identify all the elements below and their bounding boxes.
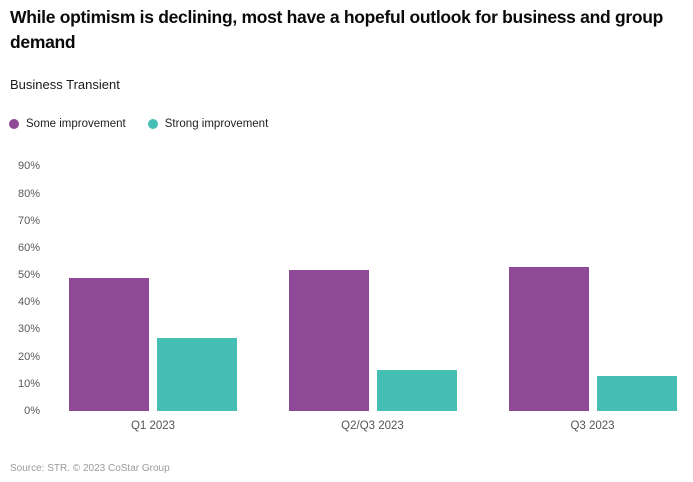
y-axis-tick-label: 80% [17,187,40,200]
y-axis-tick-label: 30% [17,323,40,336]
y-axis-tick-label: 10% [17,377,40,390]
bar-strong-improvement-q3-2023 [596,375,677,411]
legend: Some improvement Strong improvement [9,118,268,130]
legend-label: Some improvement [26,118,126,130]
bar-some-improvement-q2-q3-2023 [288,269,369,411]
x-axis-label-q1-2023: Q1 2023 [130,420,176,432]
bar-group-q2-q3-2023 [288,150,457,411]
y-axis-tick-label: 90% [17,160,40,173]
legend-dot-icon [147,119,158,129]
bar-strong-improvement-q2-q3-2023 [376,370,457,411]
bar-chart: 0% 10% 20% 30% 40% 50% 60% 70% 80% 90% Q1 2023 Q2/… [0,150,693,432]
x-axis-label-q3-2023: Q3 2023 [570,420,615,432]
bar-group-q3-2023 [508,150,677,411]
chart-subtitle: Business Transient [10,77,120,92]
y-axis-tick-label: 20% [17,350,40,363]
y-axis-tick-label: 50% [17,269,40,282]
legend-item-strong-improvement[interactable]: Strong improvement [147,118,269,130]
y-axis-tick-label: 40% [17,296,40,309]
x-axis-label-q2-q3-2023: Q2/Q3 2023 [341,420,404,432]
y-axis-tick-label: 70% [17,214,40,227]
legend-item-some-improvement[interactable]: Some improvement [9,118,126,130]
y-axis-tick-label: 0% [24,405,40,417]
bar-some-improvement-q3-2023 [508,266,589,411]
bar-strong-improvement-q1-2023 [157,337,237,411]
legend-dot-icon [9,119,19,129]
bar-some-improvement-q1-2023 [69,277,149,411]
chart-title: While optimism is declining, most have a… [10,7,664,52]
y-axis-tick-label: 60% [17,241,40,254]
legend-label: Strong improvement [164,118,269,130]
source-note: Source: STR. © 2023 CoStar Group [10,463,170,474]
bar-group-q1-2023 [69,150,237,411]
